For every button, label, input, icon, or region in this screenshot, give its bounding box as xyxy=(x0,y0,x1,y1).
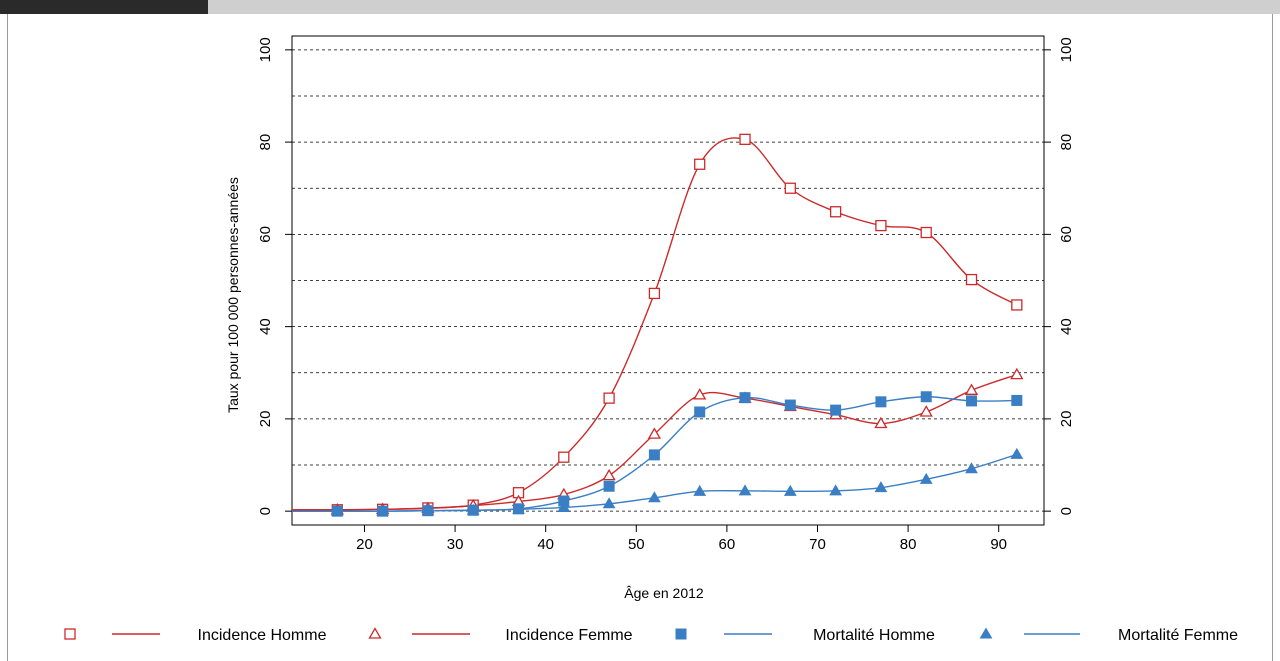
data-point xyxy=(693,484,707,496)
y-tick-label-left: 100 xyxy=(257,37,274,62)
data-point xyxy=(784,182,796,194)
y-tick-label-right: 40 xyxy=(1058,318,1075,335)
header-bar-dark xyxy=(0,0,208,14)
frame-border-left xyxy=(7,14,8,661)
data-point xyxy=(693,388,707,400)
data-point xyxy=(512,502,525,514)
data-point xyxy=(874,481,888,493)
data-point xyxy=(784,399,796,411)
data-point xyxy=(919,405,933,417)
x-tick-label: 30 xyxy=(447,536,464,553)
y-axis-title: Taux pour 100 000 personnes-années xyxy=(225,177,241,413)
data-point xyxy=(694,158,706,170)
data-point xyxy=(739,392,751,404)
data-point xyxy=(965,273,978,286)
series-1 xyxy=(291,367,1024,515)
data-point xyxy=(466,503,480,515)
legend-label: Incidence Femme xyxy=(505,627,632,644)
data-point xyxy=(829,206,842,218)
data-point xyxy=(330,504,344,516)
y-tick-label-right: 100 xyxy=(1058,37,1075,62)
data-point xyxy=(920,391,932,403)
data-point xyxy=(1011,299,1023,311)
legend-label: Mortalité Femme xyxy=(1118,627,1238,644)
y-tick-label-left: 40 xyxy=(257,318,274,335)
legend-item: Incidence Femme xyxy=(368,627,633,644)
data-point xyxy=(920,226,932,239)
x-axis-title: Âge en 2012 xyxy=(624,585,704,601)
data-point xyxy=(602,468,616,481)
series-line xyxy=(291,373,1018,511)
plot-frame xyxy=(291,35,1045,526)
data-point xyxy=(557,500,571,512)
data-point xyxy=(783,484,797,496)
y-tick-label-right: 0 xyxy=(1058,507,1075,515)
legend-label: Incidence Homme xyxy=(198,627,327,644)
legend-marker xyxy=(979,627,993,639)
data-point xyxy=(558,451,570,463)
legend-marker xyxy=(675,628,687,640)
legend-marker xyxy=(368,627,382,639)
x-tick-label: 90 xyxy=(990,536,1007,553)
data-point xyxy=(602,497,616,509)
data-point xyxy=(421,504,435,516)
data-point xyxy=(829,484,842,496)
legend-item: Mortalité Femme xyxy=(979,627,1238,644)
data-point xyxy=(603,480,615,492)
data-point xyxy=(875,219,887,232)
gridlines xyxy=(292,49,1044,512)
data-point xyxy=(875,396,887,408)
frame-border-right xyxy=(1272,14,1273,661)
legend-marker xyxy=(64,628,76,640)
axes: 20 30 40 50 60 70 80 90 0 0 20 20 40 40 60 60 80 80 100 100 xyxy=(257,37,1075,553)
data-point xyxy=(874,416,888,429)
data-point xyxy=(830,404,842,416)
y-tick-label-right: 80 xyxy=(1058,134,1075,151)
data-point xyxy=(376,504,389,516)
legend-label: Mortalité Homme xyxy=(813,627,935,644)
data-point xyxy=(919,472,933,484)
data-point xyxy=(1010,367,1024,380)
x-tick-label: 40 xyxy=(537,536,554,553)
data-point xyxy=(694,406,706,418)
y-tick-label-left: 80 xyxy=(257,134,274,151)
data-point xyxy=(966,395,978,407)
y-tick-label-right: 60 xyxy=(1058,226,1075,243)
data-point xyxy=(603,392,615,404)
data-point xyxy=(964,383,979,395)
data-point xyxy=(739,133,751,145)
series-line xyxy=(291,453,1018,512)
data-point xyxy=(1011,394,1023,406)
legend-item: Mortalité Homme xyxy=(675,627,935,644)
data-point xyxy=(647,427,662,439)
x-tick-label: 70 xyxy=(809,536,826,553)
legend: Incidence Homme Incidence Femme Mortalité … xyxy=(64,627,1238,644)
y-tick-label-right: 20 xyxy=(1058,411,1075,428)
series-3 xyxy=(291,447,1024,516)
data-point xyxy=(965,462,978,474)
data-point xyxy=(648,491,661,503)
data-point xyxy=(1010,447,1024,459)
y-tick-label-left: 0 xyxy=(257,507,274,515)
x-tick-label: 60 xyxy=(719,536,736,553)
series xyxy=(291,133,1024,517)
x-tick-label: 80 xyxy=(900,536,917,553)
data-point xyxy=(738,484,752,496)
x-tick-label: 50 xyxy=(628,536,645,553)
y-tick-label-left: 20 xyxy=(257,411,274,428)
data-point xyxy=(648,449,660,461)
data-point xyxy=(648,287,661,300)
header-bar-light xyxy=(208,0,1280,14)
x-tick-label: 20 xyxy=(356,536,373,553)
legend-item: Incidence Homme xyxy=(64,627,327,644)
y-tick-label-left: 60 xyxy=(257,226,274,243)
